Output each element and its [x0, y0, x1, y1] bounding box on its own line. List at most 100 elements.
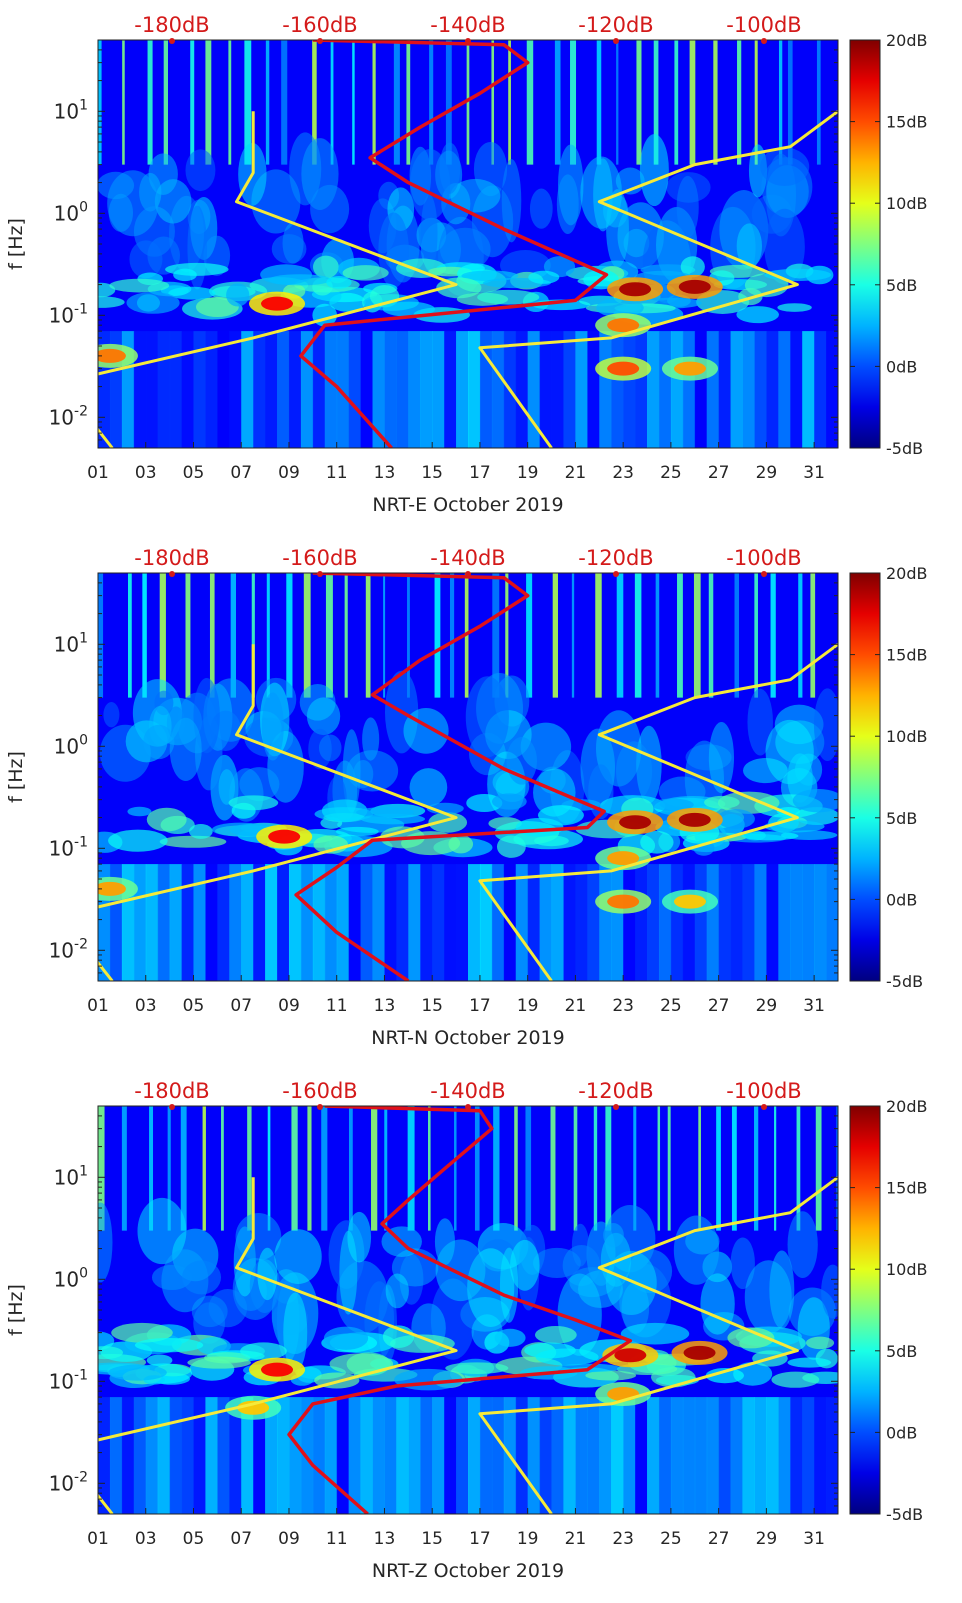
lf-column: [551, 1397, 564, 1514]
y-tick-label: 100: [54, 199, 88, 225]
mid-band-patch: [743, 758, 788, 784]
hf-streak: [434, 573, 441, 698]
lf-column: [277, 864, 290, 981]
microseism-patch: [188, 824, 213, 839]
x-tick-label: 31: [803, 1529, 825, 1549]
x-tick-label: 23: [612, 463, 634, 483]
mid-band-patch: [148, 153, 178, 195]
lf-column: [277, 331, 290, 448]
lf-column: [587, 1397, 600, 1514]
hf-streak: [754, 40, 758, 165]
hf-streak: [321, 1106, 328, 1231]
lf-column: [456, 331, 469, 448]
hot-spot: [607, 318, 640, 333]
lf-column: [324, 864, 338, 981]
lf-column: [300, 864, 314, 981]
lf-column: [277, 1397, 290, 1514]
lf-column: [288, 864, 302, 981]
lf-column: [635, 864, 648, 981]
lf-column: [670, 331, 684, 448]
lf-column: [563, 1397, 576, 1514]
x-tick-label: 21: [565, 996, 587, 1016]
mid-band-patch: [385, 1273, 409, 1309]
chart-nrt-z: 01 03 05 07 09 11 13 15 17 19 21 23 25 27 29 31 NRT-Z Oc…: [5, 1079, 928, 1582]
top-axis-label: -100dB: [726, 13, 801, 37]
microseism-patch: [620, 1322, 690, 1345]
lf-column: [408, 331, 421, 448]
hf-streak: [716, 1106, 721, 1231]
lf-column: [193, 864, 206, 981]
colorbar-tick-label: 20dB: [886, 564, 928, 583]
x-tick-label: 07: [230, 996, 252, 1016]
lf-column: [444, 331, 457, 448]
lf-column: [468, 864, 481, 981]
hf-streak: [251, 573, 255, 698]
hot-spot: [683, 1345, 716, 1360]
hf-streak: [571, 573, 575, 698]
top-axis-marker: [169, 1104, 175, 1110]
psd-curve: [287, 1106, 633, 1514]
lf-column: [682, 1397, 696, 1514]
x-tick-label: 05: [183, 1529, 205, 1549]
microseism-patch: [733, 1361, 773, 1386]
y-tick-label: 10-2: [49, 936, 88, 962]
microseism-patch: [329, 1353, 394, 1375]
mid-band-patch: [310, 184, 350, 234]
mid-band-patch: [143, 724, 175, 760]
hf-streak: [303, 573, 311, 698]
lf-column: [253, 1397, 266, 1514]
hf-streak: [636, 40, 642, 165]
colorbar-tick-label: 5dB: [886, 1342, 917, 1361]
microseism-patch: [146, 1354, 173, 1367]
lf-column: [802, 1397, 815, 1514]
hot-spot: [678, 279, 711, 294]
lf-column: [647, 331, 660, 448]
lf-column: [790, 864, 803, 981]
lf-column: [265, 331, 278, 448]
hf-streak: [127, 573, 132, 698]
hf-streak: [731, 1106, 737, 1231]
hf-streak: [778, 40, 783, 165]
microseism-patch: [226, 283, 250, 307]
hf-streak: [514, 1106, 518, 1231]
microseism-patch: [108, 1364, 167, 1381]
hot-spot: [607, 894, 640, 909]
lf-column: [229, 864, 242, 981]
lf-column: [444, 1397, 457, 1514]
hf-streak: [230, 573, 236, 698]
top-axis-marker: [317, 38, 323, 44]
lf-column: [730, 331, 744, 448]
mid-band-patch: [261, 692, 284, 761]
mid-band-patch: [700, 1273, 735, 1335]
hf-streak: [491, 40, 495, 165]
lf-column: [551, 864, 564, 981]
lf-column: [718, 1397, 732, 1514]
lf-column: [98, 1397, 111, 1514]
hf-streak: [228, 40, 232, 165]
x-axis-label: NRT-N October 2019: [371, 1027, 564, 1049]
lf-column: [432, 1397, 445, 1514]
noise-model-curve: [478, 110, 838, 448]
lf-column: [336, 1397, 350, 1514]
lf-column: [730, 864, 744, 981]
top-axis-label: -160dB: [282, 1079, 357, 1103]
top-axis-marker: [465, 1104, 471, 1110]
hot-spot: [607, 361, 640, 376]
lf-column: [539, 864, 553, 981]
microseism-patch: [535, 1348, 599, 1366]
lf-column: [229, 1397, 242, 1514]
y-tick-label: 10-2: [49, 1469, 88, 1495]
top-axis-label: -180dB: [134, 546, 209, 570]
lf-column: [647, 1397, 660, 1514]
microseism-patch: [736, 306, 779, 324]
lf-column: [336, 864, 350, 981]
chart-nrt-e: 01 03 05 07 09 11 13 15 17 19 21 23 25 27 29 31 NRT-E Oc…: [5, 13, 928, 516]
x-tick-label: 31: [803, 463, 825, 483]
lf-column: [515, 331, 529, 448]
hf-streak: [454, 1106, 457, 1231]
hf-streak: [185, 573, 191, 698]
hf-streak: [159, 573, 166, 698]
hf-streak: [655, 573, 660, 698]
mid-band-patch: [556, 174, 579, 234]
hf-streak: [787, 40, 793, 165]
